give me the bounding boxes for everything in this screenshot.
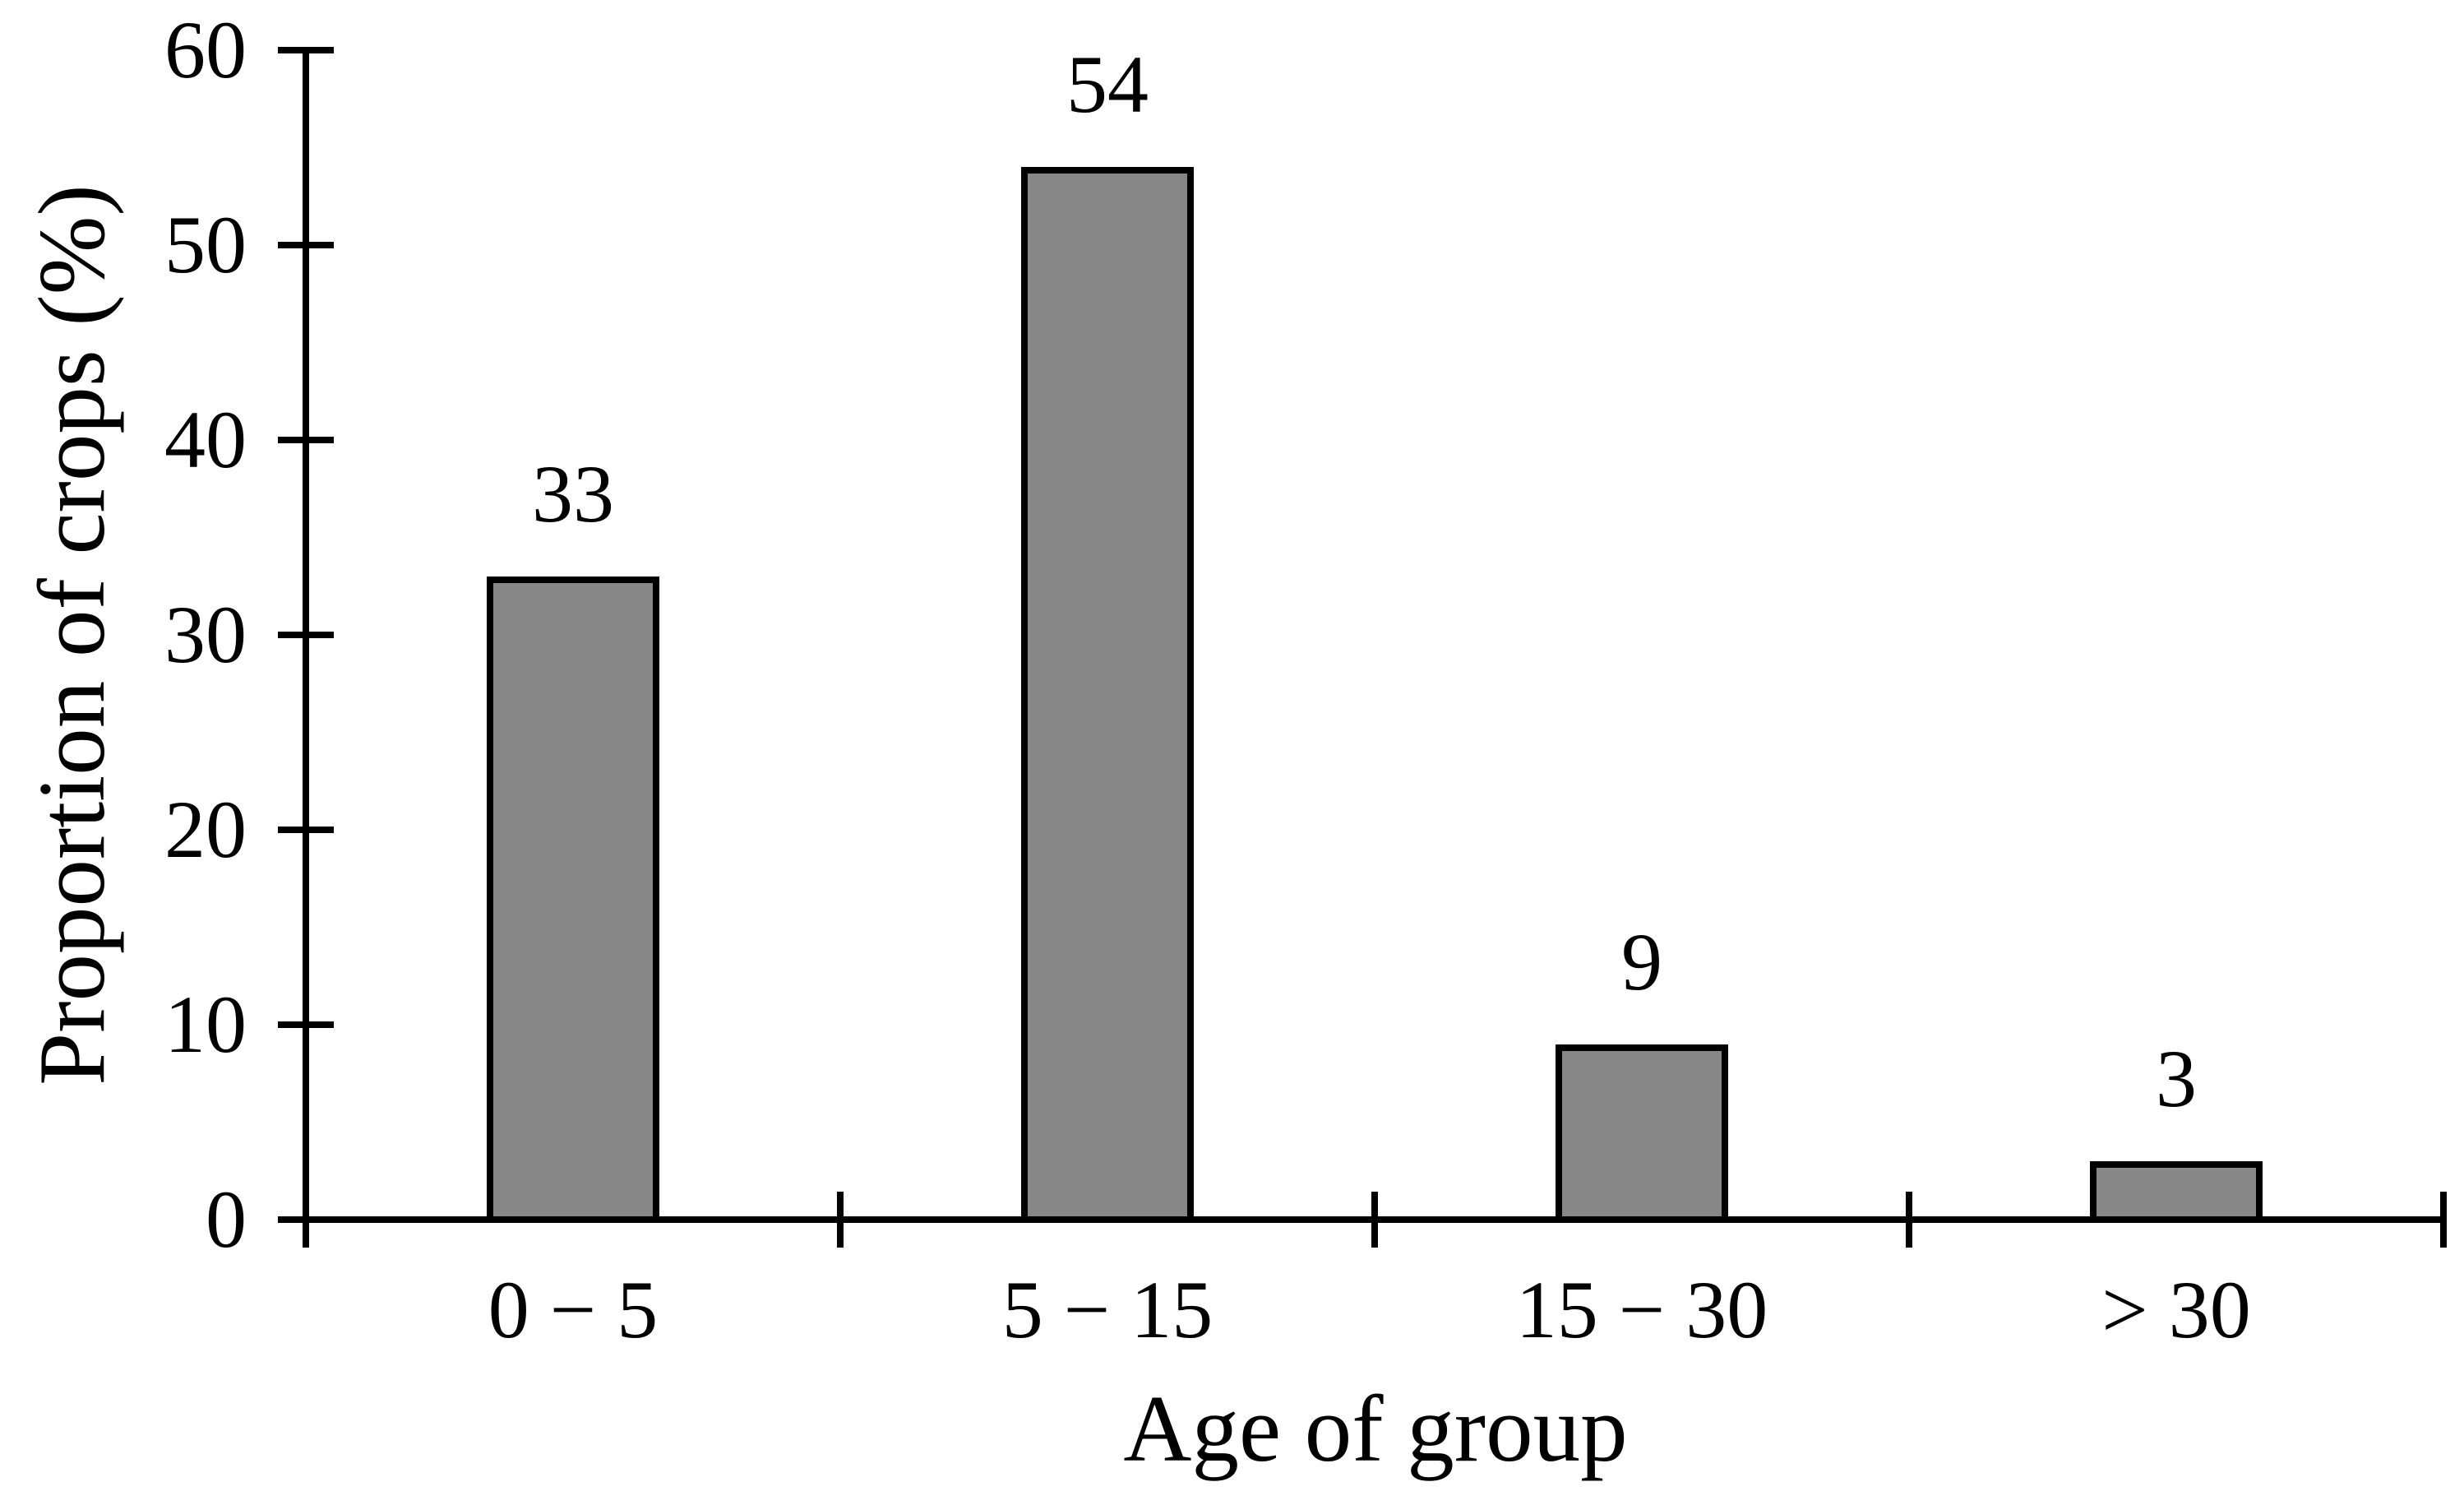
x-axis-line: [278, 1216, 2447, 1223]
y-tick-label: 30: [164, 589, 247, 680]
y-tick-label: 10: [164, 979, 247, 1070]
x-tick: [303, 1192, 309, 1248]
y-tick-label: 0: [206, 1174, 247, 1265]
y-tick: [278, 632, 334, 638]
y-tick-label: 20: [164, 784, 247, 875]
x-category-label: 0 − 5: [488, 1264, 659, 1355]
bar-value-label: 3: [2156, 1033, 2197, 1124]
bar-value-label: 54: [1066, 39, 1149, 130]
x-category-label: 15 − 30: [1515, 1264, 1768, 1355]
y-tick-label: 40: [164, 394, 247, 485]
x-category-label: > 30: [2101, 1264, 2251, 1355]
bar-value-label: 9: [1621, 916, 1662, 1007]
y-tick: [278, 1021, 334, 1028]
y-tick-label: 50: [164, 199, 247, 290]
bar: [1021, 167, 1194, 1223]
x-tick: [837, 1192, 844, 1248]
bar: [487, 577, 659, 1223]
y-tick: [278, 47, 334, 53]
y-tick: [278, 827, 334, 833]
x-axis-title: Age of group: [1123, 1377, 1628, 1481]
bar-value-label: 33: [532, 448, 614, 539]
x-tick: [2440, 1192, 2447, 1248]
x-category-label: 5 − 15: [1001, 1264, 1214, 1355]
y-tick: [278, 242, 334, 248]
x-tick: [1371, 1192, 1378, 1248]
x-tick: [1906, 1192, 1912, 1248]
bar: [1556, 1044, 1728, 1223]
y-tick: [278, 437, 334, 443]
bar: [2090, 1161, 2263, 1223]
y-tick-label: 60: [164, 4, 247, 95]
y-axis-line: [303, 47, 309, 1248]
